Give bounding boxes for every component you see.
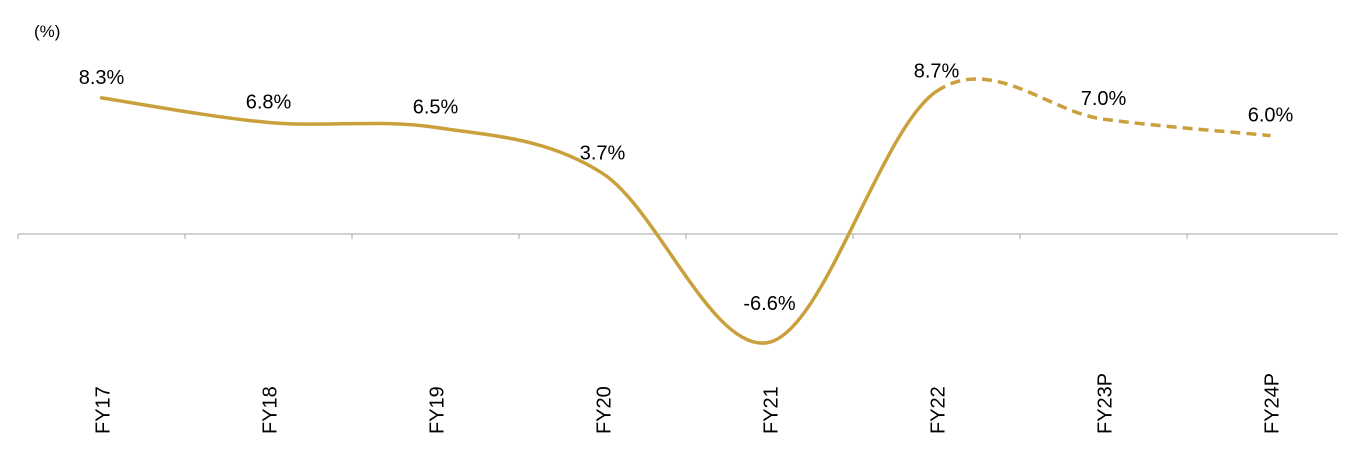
x-tick-label: FY17 (93, 386, 115, 434)
data-labels: 8.3% 6.8% 6.5% 3.7% -6.6% 8.7% 7.0% 6.0% (79, 60, 1294, 315)
data-label: 8.7% (914, 60, 960, 82)
data-label: 3.7% (580, 142, 626, 164)
projected-line (935, 77, 1271, 138)
data-label: 6.0% (1248, 105, 1294, 127)
data-label: -6.6% (743, 293, 795, 315)
data-label: 8.3% (79, 67, 125, 89)
data-label: 7.0% (1081, 88, 1127, 110)
x-tick-label: FY18 (260, 386, 282, 434)
actual-line (99, 89, 939, 345)
series-line (99, 77, 1271, 345)
data-label: 6.8% (246, 91, 292, 113)
data-label: 6.5% (413, 96, 459, 118)
y-axis-unit-label: (%) (34, 22, 60, 41)
x-axis (17, 233, 1338, 239)
x-tick-labels: FY17 FY18 FY19 FY20 FY21 FY22 FY23P FY24P (93, 373, 1284, 434)
x-tick-label: FY22 (928, 386, 950, 434)
x-tick-label: FY19 (427, 386, 449, 434)
x-tick-label: FY21 (761, 386, 783, 434)
x-tick-label: FY24P (1262, 373, 1284, 434)
x-tick-label: FY23P (1095, 373, 1117, 434)
x-tick-label: FY20 (594, 386, 616, 434)
